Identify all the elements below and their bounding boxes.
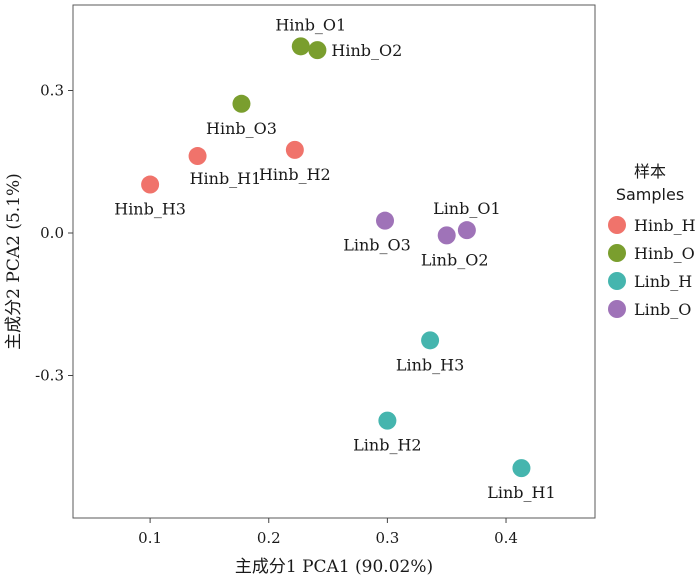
plot-panel	[72, 4, 596, 519]
y-axis-title: 主成分2 PCA2 (5.1%)	[4, 173, 24, 350]
data-point-hinb-h1	[188, 147, 207, 166]
point-label: Linb_O2	[421, 250, 489, 269]
legend-marker-linb-h	[608, 272, 626, 290]
point-label: Linb_H3	[396, 355, 464, 374]
data-point-hinb-o3	[232, 94, 251, 113]
point-label: Hinb_O1	[275, 15, 346, 34]
legend-label: Hinb_O	[634, 244, 695, 263]
axis-ticks: 0.1 0.2 0.3 0.4 0.3 0.0 -0.3	[35, 82, 518, 548]
plot-area: 0.1 0.2 0.3 0.40.30.0-0.3 Hinb_H1Hinb_H2Hin…	[35, 4, 596, 548]
point-label: Linb_H1	[487, 483, 555, 502]
legend-title-zh: 样本	[634, 162, 666, 181]
x-axis-title: 主成分1 PCA1 (90.02%)	[235, 557, 433, 577]
data-point-linb-h1	[512, 459, 531, 478]
legend-title-en: Samples	[616, 185, 684, 204]
point-label: Linb_O1	[433, 199, 501, 218]
data-point-linb-h2	[378, 411, 397, 430]
legend: 样本 Samples Hinb_H Hinb_O Linb_H Linb_O	[608, 162, 696, 319]
legend-marker-hinb-h	[608, 216, 626, 234]
data-points	[141, 37, 531, 478]
data-point-hinb-o1	[291, 37, 310, 56]
point-label: Linb_O3	[343, 236, 411, 255]
x-tick-label: 0.3	[375, 529, 399, 547]
x-tick-label: 0.4	[494, 529, 518, 547]
point-label: Linb_H2	[353, 436, 421, 455]
y-tick-label: 0.0	[40, 224, 64, 242]
x-tick-label: 0.1	[138, 529, 162, 547]
point-label: Hinb_O3	[206, 119, 277, 138]
x-tick-label: 0.2	[257, 529, 281, 547]
data-point-hinb-h2	[285, 140, 304, 159]
legend-marker-hinb-o	[608, 244, 626, 262]
legend-label: Linb_O	[634, 300, 691, 319]
point-label: Hinb_H2	[259, 165, 331, 184]
point-label: Hinb_O2	[331, 41, 402, 60]
data-point-hinb-h3	[141, 175, 160, 194]
point-label: Hinb_H1	[190, 169, 262, 188]
legend-label: Hinb_H	[634, 216, 696, 235]
legend-label: Linb_H	[634, 272, 692, 291]
data-point-linb-h3	[421, 331, 440, 350]
data-point-linb-o1	[457, 221, 476, 240]
data-point-linb-o3	[376, 211, 395, 230]
y-tick-label: 0.3	[40, 82, 64, 100]
point-label: Hinb_H3	[114, 200, 186, 219]
data-point-hinb-o2	[308, 41, 327, 60]
legend-marker-linb-o	[608, 300, 626, 318]
y-tick-label: -0.3	[35, 367, 64, 385]
data-point-linb-o2	[437, 226, 456, 245]
